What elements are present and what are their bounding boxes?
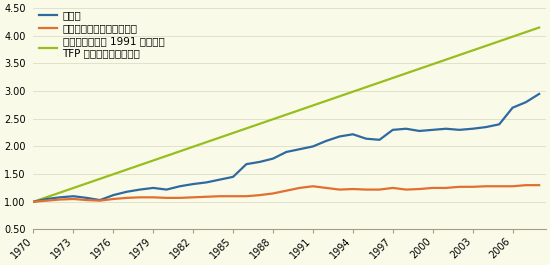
非製造業（市場経済のみ） [190,196,196,199]
製造業 [177,185,183,188]
製造業 [243,162,250,166]
製造業 [84,196,90,200]
製造業 [136,188,143,191]
製造業 [469,127,476,130]
非製造業（市場経済のみ） [217,195,223,198]
非製造業（市場経済のみ） [270,192,276,195]
非製造業（市場経済のみ） [230,195,236,198]
製造業 [376,138,383,142]
製造業 [110,193,117,197]
非製造業（市場経済のみ） [416,187,423,191]
非製造業（市場経済のみ） [363,188,370,191]
Line: 製造業: 製造業 [34,94,539,202]
製造業 [350,133,356,136]
製造業 [30,200,37,203]
非製造業（市場経済のみ） [509,185,516,188]
製造業 [483,126,490,129]
非製造業（市場経済のみ） [123,196,130,200]
製造業 [190,183,196,186]
非製造業（市場経済のみ） [483,185,490,188]
製造業 [522,101,529,104]
製造業 [43,197,50,201]
製造業 [256,160,263,164]
非製造業（市場経済のみ） [389,186,396,189]
製造業 [150,186,157,189]
製造業 [430,128,436,131]
非製造業（市場経済のみ） [336,188,343,191]
非製造業（市場経済のみ） [469,185,476,188]
製造業 [123,190,130,193]
製造業 [509,106,516,109]
非製造業（市場経済のみ） [283,189,290,192]
非製造業（市場経済のみ） [430,186,436,189]
非製造業（市場経済のみ） [97,199,103,202]
非製造業（市場経済のみ） [150,196,157,199]
製造業 [97,198,103,202]
製造業 [310,145,316,148]
製造業 [443,127,449,130]
非製造業（市場経済のみ） [350,187,356,191]
非製造業（市場経済のみ） [70,197,76,201]
非製造業（市場経済のみ） [30,200,37,203]
製造業 [363,137,370,140]
非製造業（市場経済のみ） [522,184,529,187]
製造業 [323,139,329,143]
非製造業（市場経済のみ） [403,188,409,191]
製造業 [217,178,223,181]
Legend: 製造業, 非製造業（市場経済のみ）, 製造業について 1991 年までの
TFP 上場を仮定した場合: 製造業, 非製造業（市場経済のみ）, 製造業について 1991 年までの TFP… [39,10,164,58]
Line: 非製造業（市場経済のみ）: 非製造業（市場経済のみ） [34,185,539,202]
非製造業（市場経済のみ） [496,185,503,188]
非製造業（市場経済のみ） [243,195,250,198]
製造業 [203,181,210,184]
非製造業（市場経済のみ） [256,193,263,197]
非製造業（市場経済のみ） [536,184,542,187]
製造業 [416,129,423,132]
非製造業（市場経済のみ） [84,198,90,202]
非製造業（市場経済のみ） [177,196,183,200]
非製造業（市場経済のみ） [310,185,316,188]
非製造業（市場経済のみ） [163,196,170,200]
非製造業（市場経済のみ） [57,198,63,201]
製造業 [163,188,170,191]
非製造業（市場経済のみ） [456,185,463,188]
非製造業（市場経済のみ） [203,195,210,198]
製造業 [403,127,409,130]
非製造業（市場経済のみ） [323,186,329,189]
製造業 [296,148,303,151]
製造業 [57,196,63,199]
非製造業（市場経済のみ） [110,197,117,201]
製造業 [389,128,396,131]
非製造業（市場経済のみ） [43,199,50,202]
製造業 [456,128,463,131]
製造業 [496,123,503,126]
非製造業（市場経済のみ） [376,188,383,191]
製造業 [283,150,290,153]
製造業 [230,175,236,178]
製造業 [270,157,276,160]
製造業 [536,92,542,95]
製造業 [70,195,76,198]
非製造業（市場経済のみ） [443,186,449,189]
非製造業（市場経済のみ） [296,186,303,189]
非製造業（市場経済のみ） [136,196,143,199]
製造業 [336,135,343,138]
